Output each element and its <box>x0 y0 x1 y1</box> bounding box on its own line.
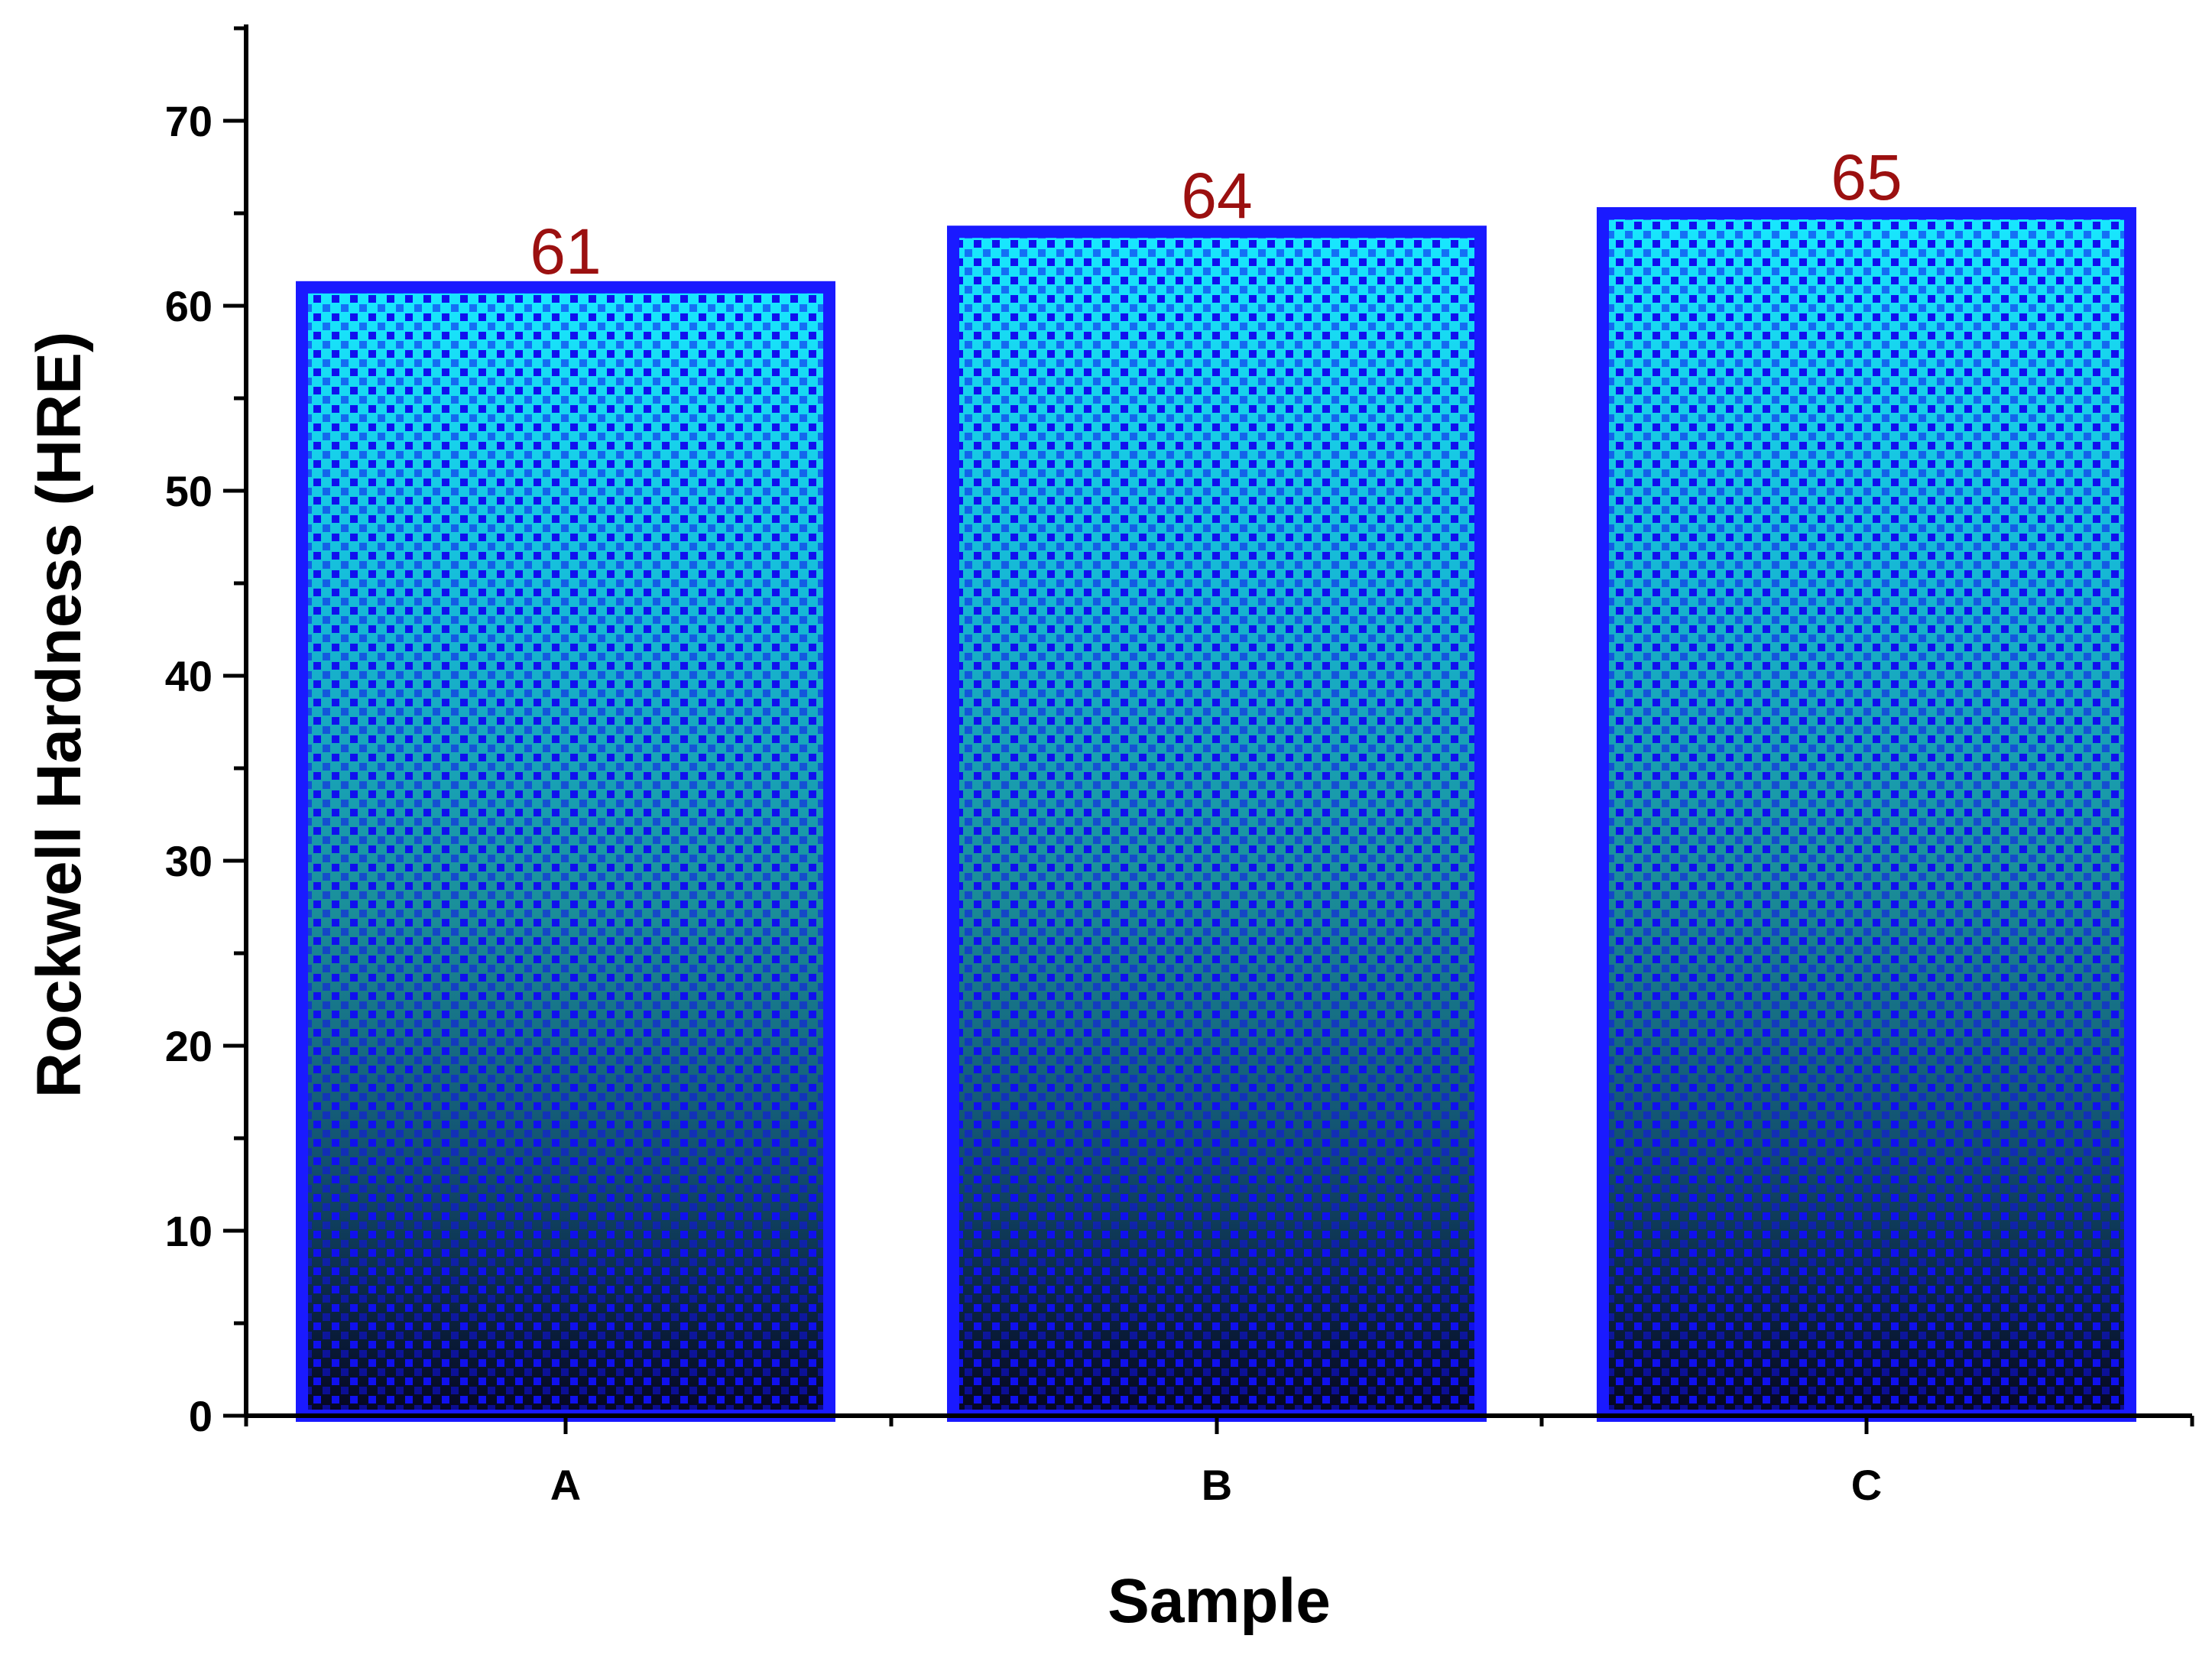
y-tick-label-0: 0 <box>189 1392 212 1440</box>
x-axis-title: Sample <box>1108 1566 1331 1636</box>
x-tick-label-c: C <box>1851 1461 1882 1509</box>
bar-pattern <box>953 232 1481 1416</box>
bar-b <box>947 226 1487 1423</box>
data-label-c: 65 <box>1831 141 1902 213</box>
x-tick-label-a: A <box>550 1461 581 1509</box>
bar-c <box>1597 207 2136 1422</box>
x-axis: A B C <box>244 1413 2194 1509</box>
bar-a <box>296 281 835 1422</box>
y-axis: 0 10 20 30 40 50 60 70 <box>165 24 248 1440</box>
y-tick-label-70: 70 <box>165 97 212 145</box>
y-axis-title: Rockwell Hardness (HRE) <box>24 332 94 1098</box>
x-tick-label-b: B <box>1202 1461 1232 1509</box>
y-tick-label-20: 20 <box>165 1022 212 1070</box>
y-tick-label-50: 50 <box>165 467 212 515</box>
data-label-a: 61 <box>530 216 601 287</box>
y-tick-label-30: 30 <box>165 837 212 885</box>
y-tick-label-60: 60 <box>165 282 212 330</box>
data-labels-layer: 61 64 65 <box>530 141 1902 287</box>
bar-pattern <box>1603 213 2130 1416</box>
bar-pattern <box>302 287 829 1416</box>
bars-layer <box>296 207 2136 1423</box>
data-label-b: 64 <box>1181 160 1252 232</box>
y-tick-label-40: 40 <box>165 652 212 700</box>
y-tick-label-10: 10 <box>165 1207 212 1255</box>
